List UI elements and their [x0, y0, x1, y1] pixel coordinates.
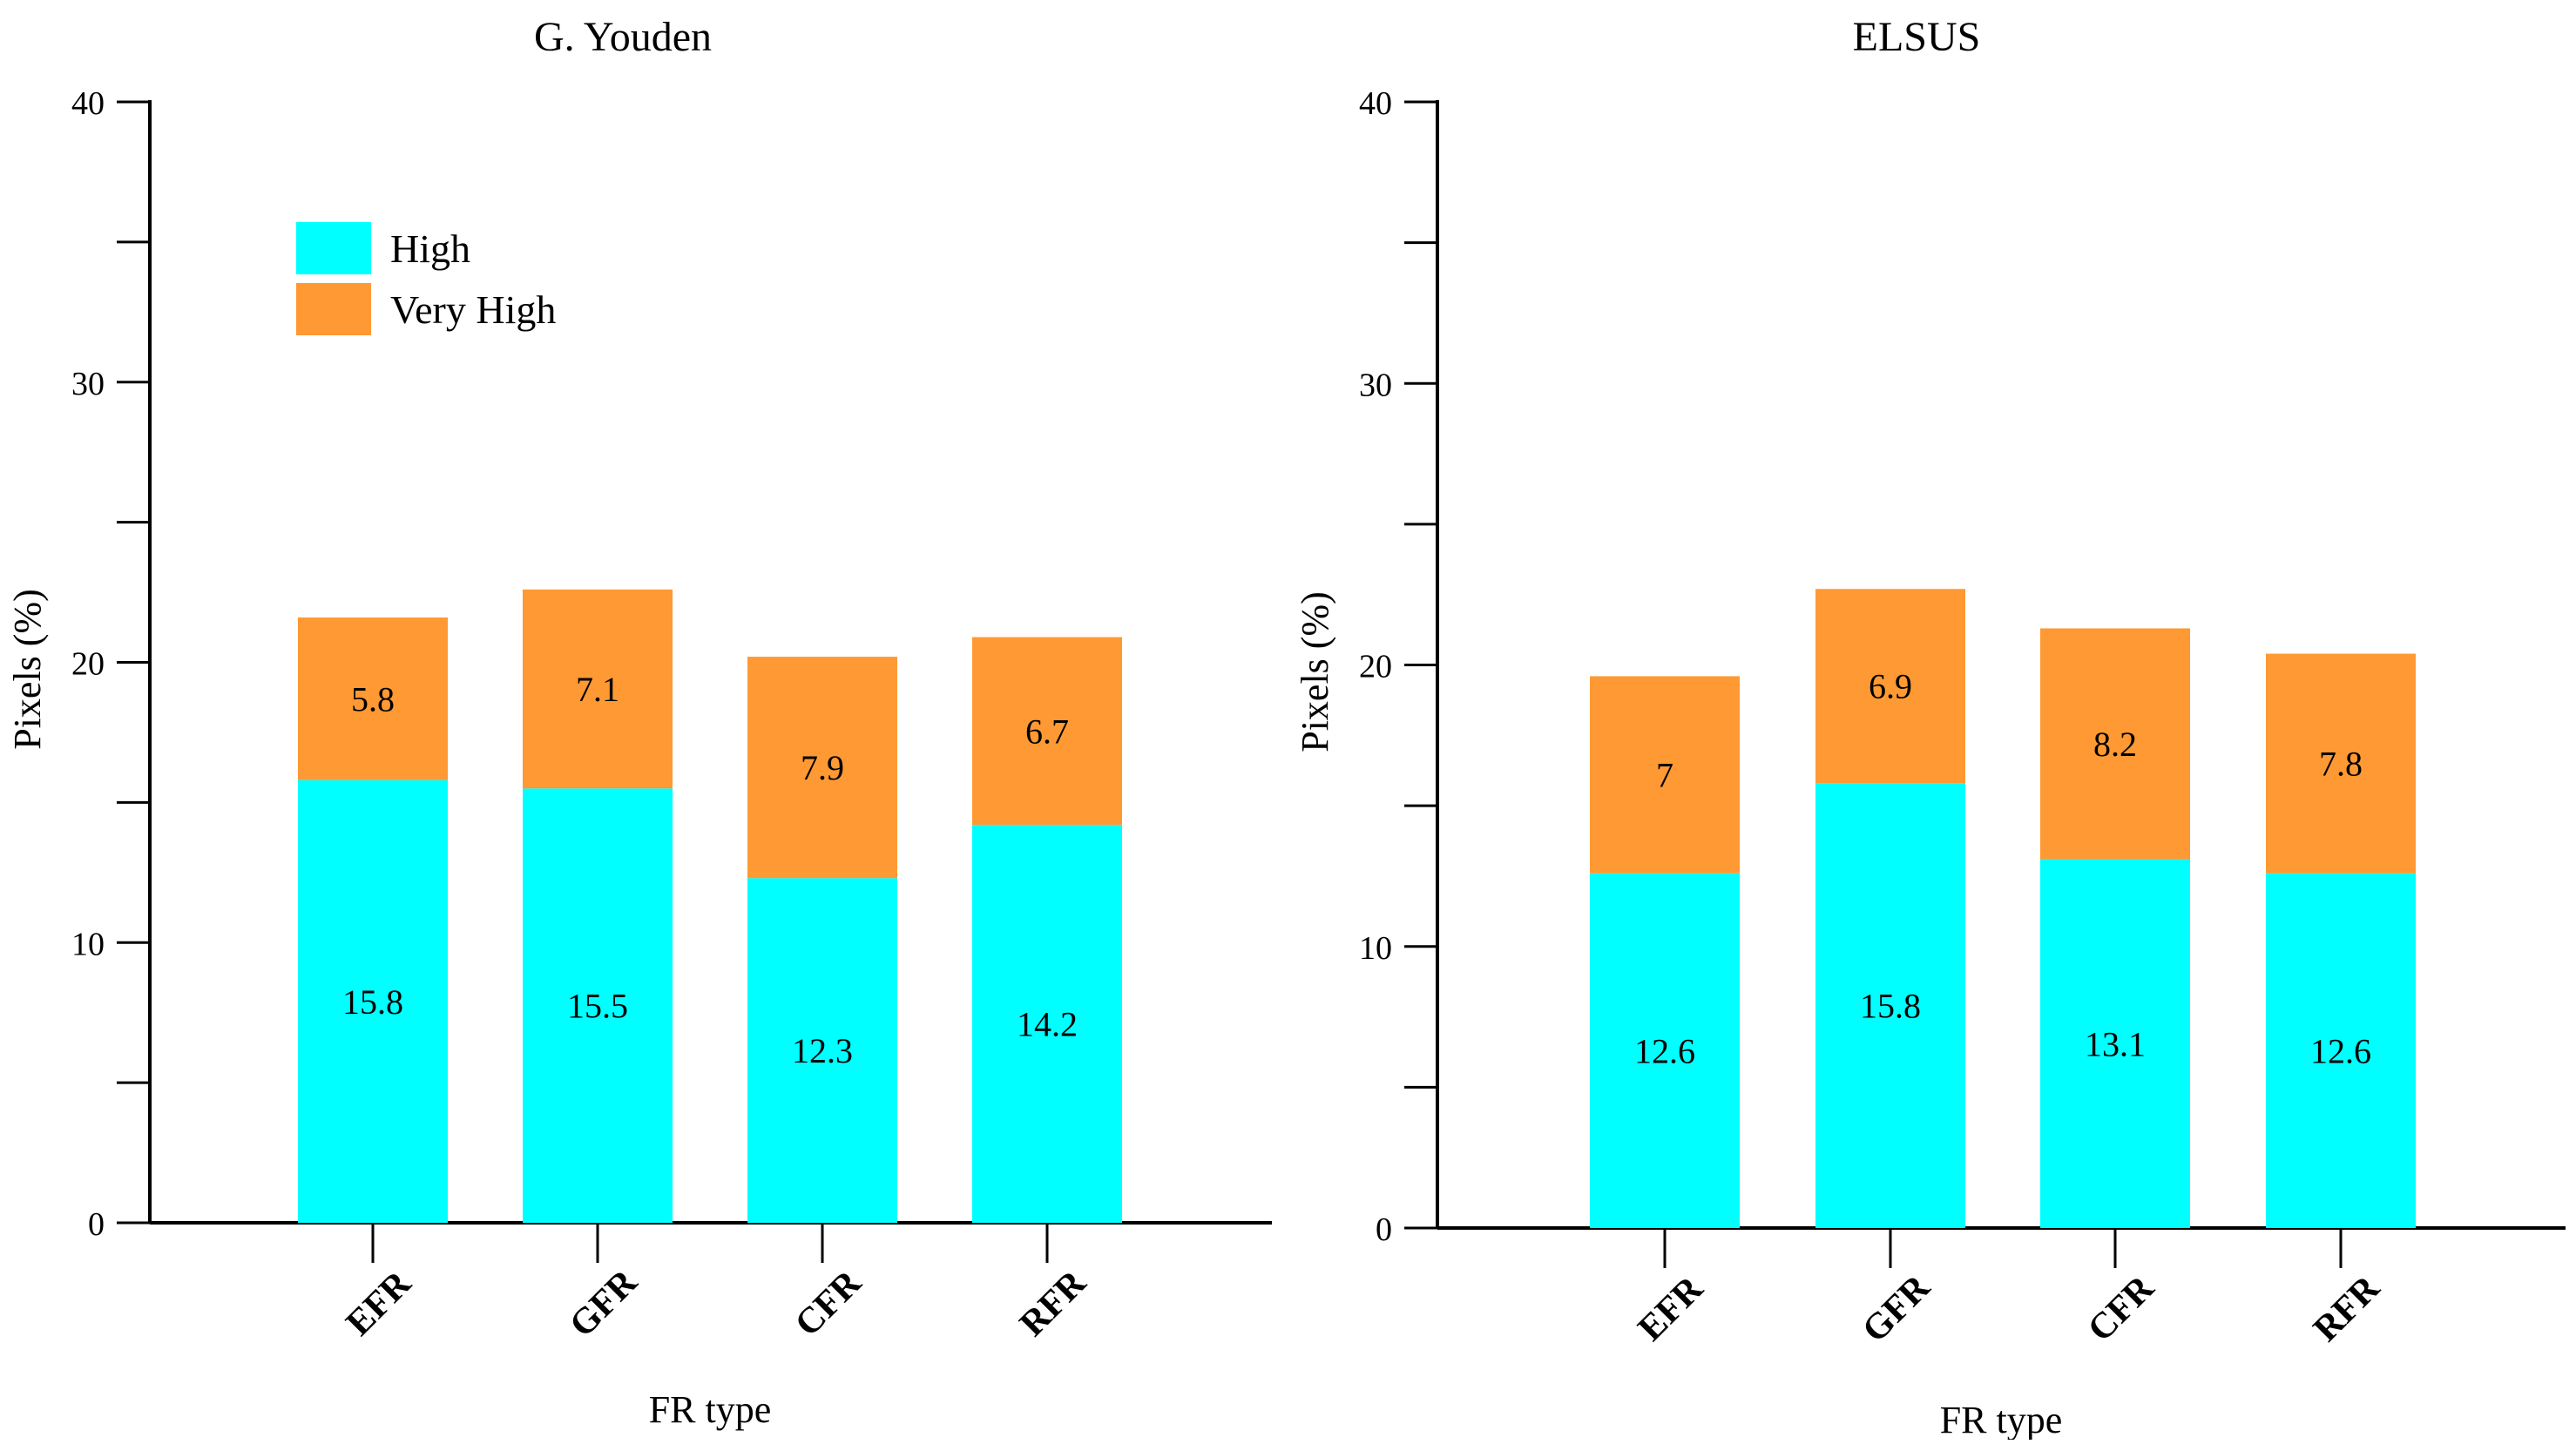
y-tick-label: 30	[1359, 367, 1392, 403]
chart-title: ELSUS	[1853, 14, 1981, 60]
y-tick-label: 10	[71, 926, 105, 962]
data-label: 12.6	[1634, 1031, 1695, 1070]
bar-high-cfr	[2040, 859, 2190, 1228]
data-label: 12.6	[2310, 1031, 2371, 1070]
x-tick-label: RFR	[1012, 1263, 1094, 1345]
bar-very-high-efr	[1590, 676, 1740, 874]
bar-high-rfr	[2266, 873, 2416, 1228]
data-label: 6.9	[1869, 667, 1912, 706]
y-tick-label: 20	[1359, 649, 1392, 685]
data-label: 15.8	[342, 982, 403, 1022]
data-label: 7.8	[2319, 745, 2363, 784]
legend-label: High	[390, 226, 470, 271]
bar-high-rfr	[972, 825, 1122, 1223]
y-axis-label: Pixels (%)	[1294, 591, 1336, 752]
data-label: 14.2	[1017, 1005, 1078, 1044]
bar-very-high-cfr	[747, 657, 897, 879]
data-label: 15.5	[567, 987, 628, 1026]
legend-swatch	[296, 222, 371, 274]
data-label: 6.7	[1025, 712, 1069, 751]
legend-swatch	[296, 283, 371, 335]
x-tick-label: EFR	[339, 1263, 419, 1343]
data-label: 13.1	[2085, 1024, 2146, 1063]
y-tick-label: 0	[88, 1206, 105, 1243]
x-axis-label: FR type	[1940, 1399, 2063, 1440]
y-axis-label: Pixels (%)	[6, 589, 49, 750]
bar-high-gfr	[523, 788, 673, 1223]
data-label: 7.9	[801, 748, 844, 787]
bar-high-efr	[298, 779, 448, 1223]
x-tick-label: CFR	[2080, 1268, 2162, 1350]
y-tick-label: 40	[1359, 85, 1392, 122]
legend-label: Very High	[390, 287, 556, 332]
y-tick-label: 40	[71, 85, 105, 122]
bar-very-high-rfr	[972, 637, 1122, 826]
x-tick-label: CFR	[788, 1263, 869, 1345]
y-tick-label: 30	[71, 366, 105, 402]
chart-panel-2: ELSUS 0 10 20 30 40 Pixels (%) 12.6 7 EFR 15.8 6.9 G…	[1294, 14, 2566, 1441]
x-tick-label: GFR	[562, 1262, 646, 1346]
x-tick-label: GFR	[1855, 1267, 1938, 1351]
bar-very-high-rfr	[2266, 653, 2416, 874]
data-label: 7	[1656, 756, 1673, 795]
data-label: 12.3	[792, 1031, 853, 1070]
y-tick-label: 20	[71, 646, 105, 683]
y-tick-label: 0	[1376, 1211, 1392, 1248]
bar-very-high-efr	[298, 617, 448, 780]
data-label: 5.8	[351, 679, 395, 719]
data-label: 7.1	[576, 670, 619, 709]
data-label: 8.2	[2093, 725, 2137, 764]
chart-panel-1: G. Youden 0 10 20 30 40 Pixels (%) 15.8 5.8 EFR 15…	[6, 14, 1272, 1431]
data-label: 15.8	[1860, 987, 1921, 1026]
bar-very-high-gfr	[523, 589, 673, 789]
bar-high-cfr	[747, 878, 897, 1223]
y-tick-label: 10	[1359, 930, 1392, 967]
bar-high-gfr	[1815, 783, 1965, 1228]
x-axis-label: FR type	[649, 1388, 772, 1431]
bar-very-high-gfr	[1815, 589, 1965, 784]
x-tick-label: RFR	[2306, 1268, 2388, 1350]
x-tick-label: EFR	[1631, 1268, 1711, 1348]
bar-high-efr	[1590, 873, 1740, 1228]
bar-very-high-cfr	[2040, 628, 2190, 860]
chart-title: G. Youden	[534, 14, 712, 60]
